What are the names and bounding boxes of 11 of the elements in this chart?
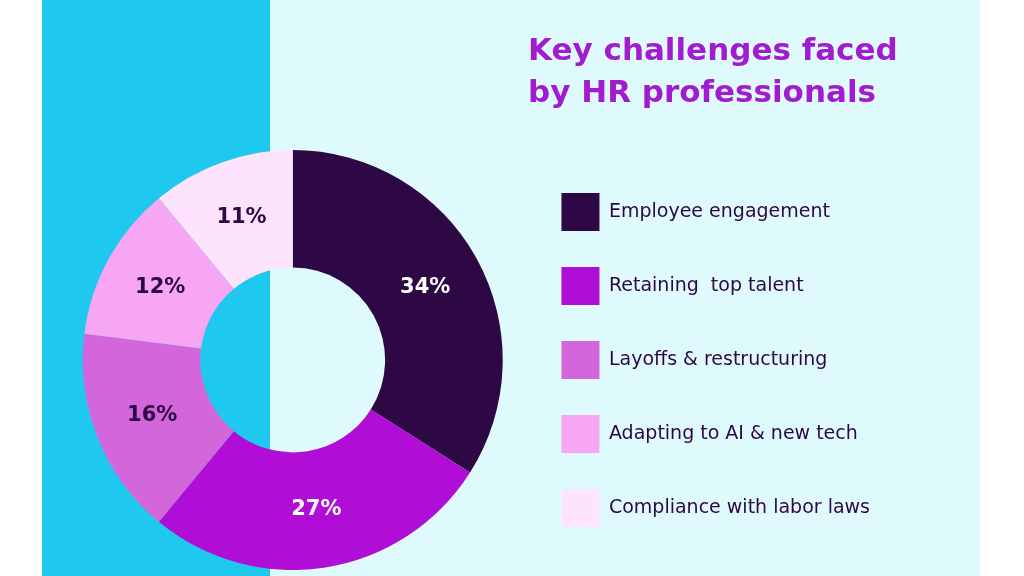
data-label: 16% xyxy=(127,402,178,427)
chart-title: Key challenges faced by HR professionals xyxy=(528,30,899,111)
data-label: 34% xyxy=(400,273,451,298)
legend-label: Employee engagement xyxy=(608,198,830,221)
legend-label: Layoffs & restructuring xyxy=(608,346,828,369)
legend-label: Adapting to AI & new tech xyxy=(608,420,858,443)
legend-label: Retaining top talent xyxy=(608,272,804,295)
data-label: 11% xyxy=(216,204,267,229)
legend-label: Compliance with labor laws xyxy=(608,494,870,517)
data-label: 12% xyxy=(135,273,186,298)
data-label: 27% xyxy=(291,495,342,520)
